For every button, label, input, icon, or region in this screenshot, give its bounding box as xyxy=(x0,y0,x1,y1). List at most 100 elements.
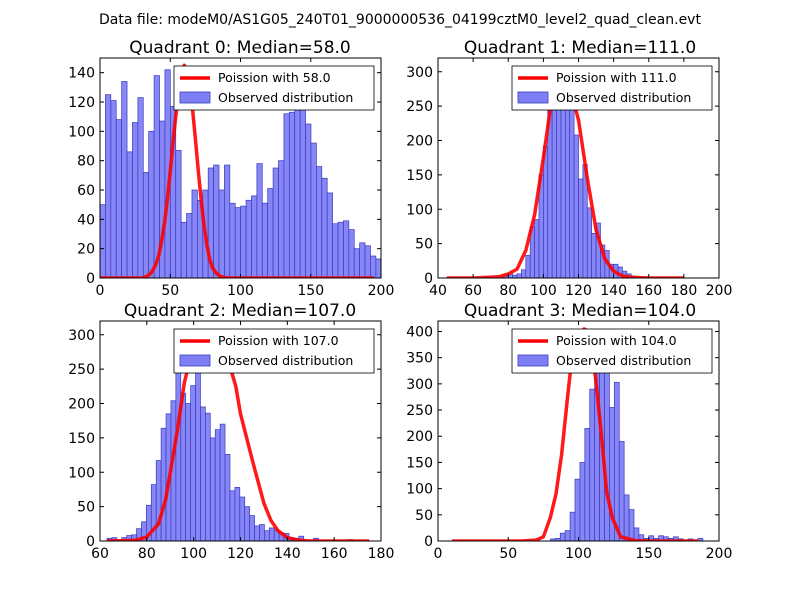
quadrant-3-hist-bar xyxy=(618,441,625,541)
quadrant-0-ytick-label: 80 xyxy=(77,154,95,170)
quadrant-0-hist-bar xyxy=(121,81,128,278)
quadrant-2-hist-bar xyxy=(209,437,216,541)
quadrant-3-panel: Quadrant 3: Median=104.0 0 50 100 150 200 0 50… xyxy=(406,301,732,562)
quadrant-0-xtick-label: 100 xyxy=(227,283,254,299)
quadrant-0-hist-bar xyxy=(137,97,144,278)
quadrant-0-legend-label-poisson: Poission with 58.0 xyxy=(218,70,331,85)
quadrant-0-hist-bar xyxy=(370,255,377,278)
quadrant-0-hist-bar xyxy=(224,164,231,278)
quadrant-2-xtick-label: 160 xyxy=(321,546,348,562)
quadrant-0-ytick-label: 140 xyxy=(68,66,95,82)
quadrant-1-hist-bar xyxy=(586,207,593,278)
quadrant-2-xtick-label: 140 xyxy=(274,546,301,562)
quadrant-0-panel: Quadrant 0: Median=58.0 0 50 100 150 200 0 20 4… xyxy=(68,38,408,299)
quadrant-0-hist-bar xyxy=(175,150,182,278)
quadrant-2-hist-bar xyxy=(175,368,182,541)
quadrant-3-hist-bar xyxy=(589,388,596,541)
quadrant-1-xtick-label: 180 xyxy=(671,283,698,299)
quadrant-1-ytick-label: 300 xyxy=(406,65,433,81)
quadrant-0-title: Quadrant 0: Median=58.0 xyxy=(129,38,351,58)
quadrant-1-hist-bar xyxy=(573,134,579,278)
quadrant-0-hist-bar xyxy=(343,220,350,278)
quadrant-0-hist-bar xyxy=(398,275,403,278)
quadrant-3-xtick-label: 0 xyxy=(434,546,443,562)
quadrant-0-hist-bar xyxy=(375,258,381,278)
quadrant-2-ytick-label: 0 xyxy=(86,534,95,550)
quadrant-1-xtick-label: 80 xyxy=(499,283,517,299)
quadrant-0-hist-bar xyxy=(387,263,392,278)
quadrant-0-hist-bar xyxy=(251,195,258,278)
quadrant-2-legend: Poission with 107.0 Observed distribution xyxy=(173,328,375,374)
quadrant-0-hist-bar xyxy=(392,266,397,278)
quadrant-0-legend: Poission with 58.0 Observed distribution xyxy=(173,65,375,111)
quadrant-3-hist-bar xyxy=(564,530,571,541)
quadrant-3-hist-bar xyxy=(613,381,620,541)
quadrant-1-xtick-label: 100 xyxy=(530,283,557,299)
quadrant-0-hist-bar xyxy=(126,151,133,278)
quadrant-2-ytick-label: 100 xyxy=(68,465,95,481)
quadrant-0-hist-bar xyxy=(321,177,328,278)
quadrant-1-xtick-label: 140 xyxy=(600,283,627,299)
quadrant-1-ytick-label: 150 xyxy=(406,168,433,184)
quadrant-3-ytick-label: 150 xyxy=(406,455,433,471)
quadrant-0-hist-bar xyxy=(272,167,279,278)
quadrant-1-xtick-label: 160 xyxy=(635,283,662,299)
quadrant-3-legend-bar-swatch xyxy=(517,354,549,367)
quadrant-2-hist-bar xyxy=(205,412,211,541)
quadrant-1-hist-bar xyxy=(591,232,597,278)
quadrant-1-xtick-label: 40 xyxy=(429,283,447,299)
quadrant-0-hist-bar xyxy=(364,245,371,278)
quadrant-0-poisson-line xyxy=(100,63,374,278)
quadrant-1-xtick-label: 200 xyxy=(706,283,733,299)
quadrant-1-hist-bar xyxy=(543,145,549,278)
quadrant-0-hist-bar xyxy=(267,188,274,278)
quadrant-0-hist-bar xyxy=(403,272,408,278)
quadrant-0-hist-bar xyxy=(240,205,247,278)
quadrant-2-ytick-label: 200 xyxy=(68,397,95,413)
quadrant-0-ytick-label: 60 xyxy=(77,183,95,199)
quadrant-3-hist-bar xyxy=(628,509,635,541)
quadrant-3-hist-bar xyxy=(579,462,586,541)
quadrant-2-hist-bar xyxy=(160,427,167,541)
quadrant-1-legend-label-poisson: Poission with 111.0 xyxy=(556,70,677,85)
quadrant-1-panel: Quadrant 1: Median=111.0 40 60 80 100 120 140… xyxy=(406,38,732,299)
quadrant-2-hist-bar xyxy=(239,496,246,541)
quadrant-0-hist-bar xyxy=(278,160,285,278)
quadrant-2-panel: Quadrant 2: Median=107.0 60 80 100 120 140 16… xyxy=(68,301,394,562)
quadrant-2-hist-bar xyxy=(155,460,162,541)
quadrant-0-hist-bar xyxy=(288,111,296,278)
quadrant-0-hist-bar xyxy=(359,242,366,278)
quadrant-0-hist-bar xyxy=(186,213,193,278)
quadrant-0-hist-bar xyxy=(180,221,187,278)
quadrant-2-legend-label-observed: Observed distribution xyxy=(218,353,353,368)
quadrant-0-hist-bar xyxy=(148,130,155,278)
quadrant-3-ytick-label: 350 xyxy=(406,351,433,367)
quadrant-3-hist-bar xyxy=(569,511,576,541)
quadrant-1-ytick-label: 50 xyxy=(415,237,433,253)
quadrant-1-hist-bar xyxy=(569,97,575,278)
quadrant-3-ytick-label: 200 xyxy=(406,429,433,445)
quadrant-0-xtick-label: 0 xyxy=(96,283,105,299)
quadrant-2-hist-bar xyxy=(264,530,270,541)
quadrant-0-hist-bar xyxy=(213,164,220,278)
quadrant-0-hist-bar xyxy=(380,258,381,278)
quadrant-0-ytick-label: 40 xyxy=(77,212,95,228)
quadrant-0-hist-bar xyxy=(332,223,339,278)
quadrant-1-hist-bar xyxy=(525,254,531,278)
quadrant-2-ytick-label: 150 xyxy=(68,431,95,447)
figure-suptitle: Data file: modeM0/AS1G05_240T01_90000005… xyxy=(99,12,701,28)
quadrant-2-ytick-label: 300 xyxy=(68,328,95,344)
quadrant-3-legend-label-poisson: Poission with 104.0 xyxy=(556,333,677,348)
quadrant-0-hist-bar xyxy=(105,94,112,278)
quadrant-0-hist-bar xyxy=(294,108,301,278)
quadrant-1-legend-label-observed: Observed distribution xyxy=(556,90,691,105)
quadrant-0-hist-bar xyxy=(218,189,225,278)
quadrant-2-hist-bar xyxy=(254,525,260,541)
quadrant-3-ytick-label: 250 xyxy=(406,403,433,419)
quadrant-0-legend-label-observed: Observed distribution xyxy=(218,90,353,105)
quadrant-3-xtick-label: 200 xyxy=(706,546,733,562)
quadrant-2-xtick-label: 180 xyxy=(368,546,395,562)
quadrant-3-xtick-label: 100 xyxy=(565,546,592,562)
quadrant-1-hist-bar xyxy=(521,269,527,278)
